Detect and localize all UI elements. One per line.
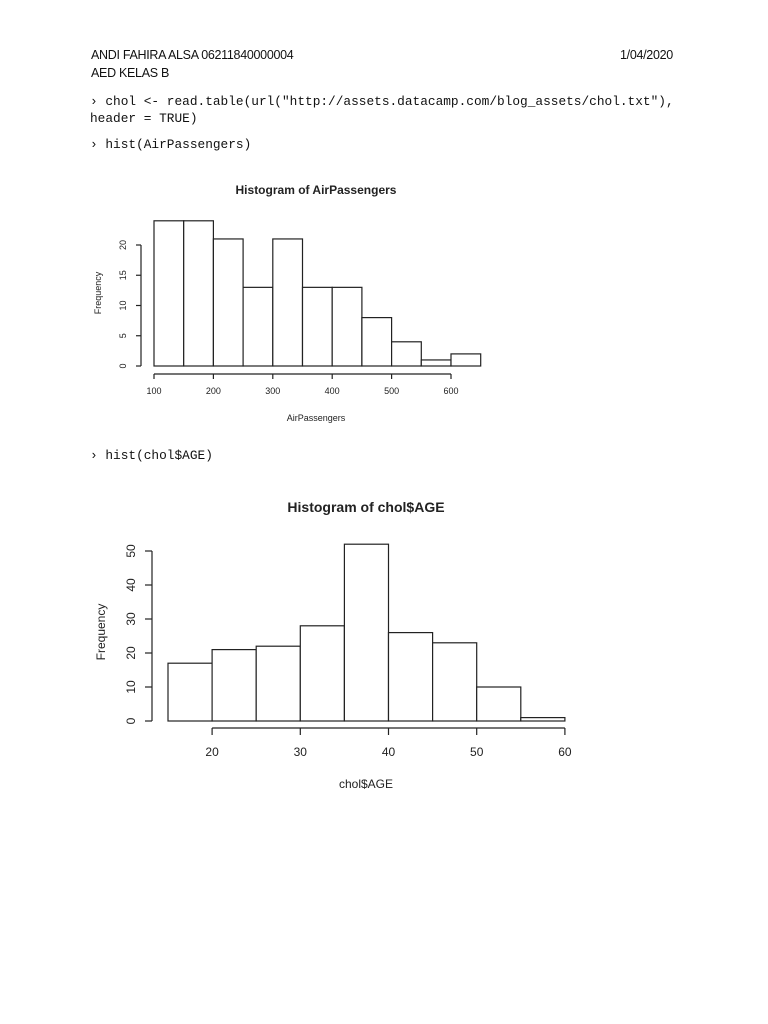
histogram-bar [242, 286, 274, 367]
histogram-bars [167, 543, 566, 722]
x-tick-label: 200 [206, 386, 221, 396]
x-tick-label: 300 [265, 386, 280, 396]
y-tick-label: 10 [118, 300, 128, 310]
histogram-bar [476, 686, 522, 722]
histogram-bar [343, 543, 390, 722]
x-tick-label: 30 [294, 745, 308, 759]
student-name-id: ANDI FAHIRA ALSA 06211840000004 [91, 48, 294, 62]
y-axis-label: Frequency [94, 604, 108, 661]
x-tick-label: 600 [443, 386, 458, 396]
class-label: AED KELAS B [91, 66, 169, 80]
x-tick-label: 20 [205, 745, 219, 759]
command-hist-airpassengers: › hist(AirPassengers) [90, 137, 252, 152]
histogram-bar [331, 286, 363, 367]
command-read-table-line2: header = TRUE) [90, 111, 198, 126]
histogram-bar [153, 220, 185, 367]
histogram-bar [255, 645, 301, 722]
command-hist-chol-age: › hist(chol$AGE) [90, 448, 213, 463]
histogram-bar [361, 317, 393, 367]
y-axis: 0 10 20 30 40 50 [124, 544, 153, 724]
y-tick-label: 10 [124, 680, 138, 694]
command-read-table-line1: › chol <- read.table(url("http://assets.… [90, 94, 674, 109]
histogram-bar [301, 286, 333, 367]
document-date: 1/04/2020 [620, 48, 673, 62]
x-tick-label: 100 [146, 386, 161, 396]
x-tick-label: 50 [470, 745, 484, 759]
x-tick-label: 40 [382, 745, 396, 759]
histogram-bar [432, 642, 478, 722]
x-tick-label: 60 [558, 745, 572, 759]
x-axis-label: chol$AGE [339, 777, 393, 791]
histogram-bar [387, 631, 434, 722]
y-axis-label: Frequency [93, 271, 103, 314]
histogram-bar [211, 648, 257, 722]
y-tick-label: 50 [124, 544, 138, 558]
y-tick-label: 30 [124, 612, 138, 626]
x-tick-label: 500 [384, 386, 399, 396]
y-tick-label: 15 [118, 270, 128, 280]
x-axis: 100 200 300 400 500 600 [146, 373, 459, 396]
x-tick-label: 400 [325, 386, 340, 396]
y-axis: 0 5 10 15 20 [118, 240, 142, 369]
x-axis: 20 30 40 50 60 [205, 727, 572, 759]
histogram-bar [520, 716, 566, 722]
histogram-bars [153, 220, 482, 367]
histogram-bar [391, 341, 422, 367]
y-tick-label: 0 [118, 363, 128, 368]
y-tick-label: 5 [118, 333, 128, 338]
histogram-bar [183, 220, 214, 367]
histogram-bar [450, 353, 482, 367]
chart-title: Histogram of chol$AGE [287, 499, 444, 515]
y-tick-label: 20 [124, 646, 138, 660]
y-tick-label: 40 [124, 578, 138, 592]
histogram-bar [167, 662, 213, 722]
chart-title: Histogram of AirPassengers [236, 183, 397, 197]
histogram-bar [272, 238, 304, 367]
histogram-bar [299, 625, 345, 722]
y-tick-label: 0 [124, 717, 138, 724]
x-axis-label: AirPassengers [287, 413, 346, 423]
y-tick-label: 20 [118, 240, 128, 250]
